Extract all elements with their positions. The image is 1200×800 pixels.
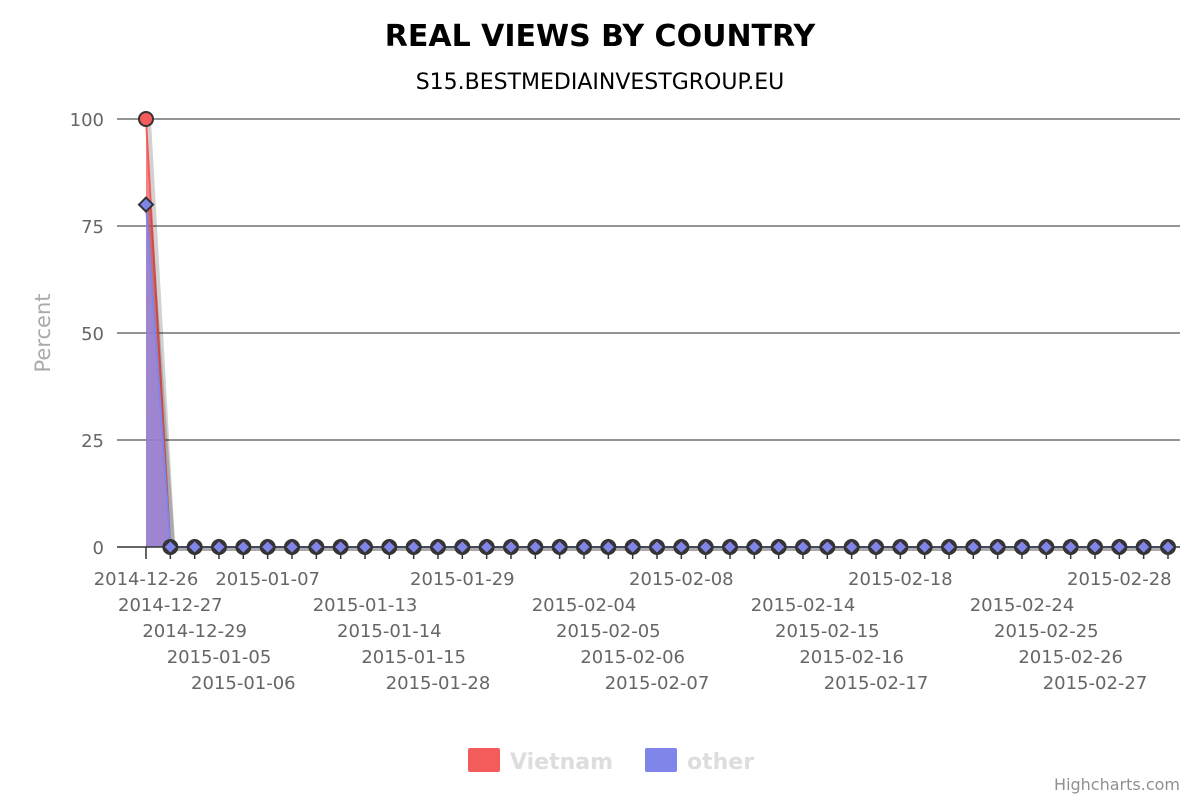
point-other[interactable] — [380, 538, 398, 556]
x-tick-label: 2015-02-17 — [824, 673, 929, 694]
x-tick-label: 2015-02-15 — [775, 621, 880, 642]
point-other[interactable] — [1062, 538, 1080, 556]
x-tick-label: 2015-02-06 — [580, 647, 685, 668]
point-other[interactable] — [989, 538, 1007, 556]
y-tick-label: 25 — [81, 431, 104, 452]
point-other[interactable] — [137, 196, 155, 214]
y-tick-label: 50 — [81, 324, 104, 345]
point-other[interactable] — [429, 538, 447, 556]
point-other[interactable] — [332, 538, 350, 556]
point-other[interactable] — [916, 538, 934, 556]
point-vietnam[interactable] — [138, 111, 154, 127]
x-tick-label: 2015-02-26 — [1018, 647, 1123, 668]
point-other[interactable] — [1135, 538, 1153, 556]
chart-title: REAL VIEWS BY COUNTRY — [385, 19, 817, 54]
point-markers — [137, 111, 1177, 556]
point-other[interactable] — [526, 538, 544, 556]
point-other[interactable] — [648, 538, 666, 556]
point-other[interactable] — [697, 538, 715, 556]
x-tick-label: 2015-01-13 — [313, 595, 418, 616]
point-other[interactable] — [283, 538, 301, 556]
point-other[interactable] — [794, 538, 812, 556]
legend-label-other: other — [687, 750, 754, 775]
x-tick-label: 2015-02-24 — [970, 595, 1075, 616]
x-tick-label: 2014-12-26 — [94, 569, 199, 590]
point-other[interactable] — [672, 538, 690, 556]
point-other[interactable] — [843, 538, 861, 556]
legend-item-other[interactable]: other — [645, 748, 754, 775]
point-other[interactable] — [1086, 538, 1104, 556]
point-other[interactable] — [1037, 538, 1055, 556]
x-tick-label: 2015-01-14 — [337, 621, 442, 642]
point-other[interactable] — [891, 538, 909, 556]
point-other[interactable] — [940, 538, 958, 556]
x-tick-label: 2015-01-28 — [386, 673, 491, 694]
x-tick-label: 2015-02-05 — [556, 621, 661, 642]
x-tick-label: 2015-02-25 — [994, 621, 1099, 642]
area-other — [146, 204, 1168, 547]
y-tick-label: 0 — [93, 538, 104, 559]
point-other[interactable] — [721, 538, 739, 556]
line-shadow-vietnam — [147, 120, 1171, 551]
x-tick-label: 2015-01-15 — [361, 647, 466, 668]
grid-lines — [117, 118, 1180, 441]
x-tick-label: 2015-02-27 — [1043, 673, 1148, 694]
x-tick-label: 2015-02-16 — [799, 647, 904, 668]
point-other[interactable] — [867, 538, 885, 556]
point-other[interactable] — [405, 538, 423, 556]
point-other[interactable] — [964, 538, 982, 556]
x-tick-label: 2015-02-28 — [1067, 569, 1172, 590]
point-other[interactable] — [478, 538, 496, 556]
point-other[interactable] — [502, 538, 520, 556]
x-tick-label: 2015-02-08 — [629, 569, 734, 590]
point-other[interactable] — [1110, 538, 1128, 556]
line-other — [145, 204, 1168, 548]
point-other[interactable] — [599, 538, 617, 556]
y-tick-label: 100 — [70, 110, 104, 131]
x-tick-label: 2015-02-14 — [751, 595, 856, 616]
point-other[interactable] — [624, 538, 642, 556]
series-layer — [145, 118, 1171, 551]
x-tick-label: 2014-12-29 — [142, 621, 247, 642]
x-tick-label: 2014-12-27 — [118, 595, 223, 616]
point-other[interactable] — [307, 538, 325, 556]
point-other[interactable] — [161, 538, 179, 556]
x-tick-label: 2015-02-07 — [605, 673, 710, 694]
y-axis-tick-labels: 0 25 50 75 100 — [70, 110, 104, 559]
point-other[interactable] — [356, 538, 374, 556]
legend-swatch-other — [645, 748, 677, 772]
point-other[interactable] — [259, 538, 277, 556]
point-other[interactable] — [186, 538, 204, 556]
point-other[interactable] — [770, 538, 788, 556]
x-tick-label: 2015-01-07 — [215, 569, 320, 590]
point-other[interactable] — [453, 538, 471, 556]
legend: Vietnam other — [468, 748, 754, 775]
point-other[interactable] — [1159, 538, 1177, 556]
point-other[interactable] — [745, 538, 763, 556]
legend-label-vietnam: Vietnam — [510, 750, 613, 775]
point-other[interactable] — [575, 538, 593, 556]
line-shadow-other — [147, 206, 1171, 551]
x-axis-tick-labels: 2014-12-26 2014-12-27 2014-12-29 2015-01-05… — [94, 569, 1172, 694]
x-tick-label: 2015-01-29 — [410, 569, 515, 590]
chart-subtitle: S15.BESTMEDIAINVESTGROUP.EU — [416, 70, 785, 95]
point-other[interactable] — [1013, 538, 1031, 556]
legend-item-vietnam[interactable]: Vietnam — [468, 748, 613, 775]
y-tick-label: 75 — [81, 217, 104, 238]
point-other[interactable] — [818, 538, 836, 556]
point-other[interactable] — [551, 538, 569, 556]
x-tick-label: 2015-01-05 — [167, 647, 272, 668]
x-tick-label: 2015-01-06 — [191, 673, 296, 694]
legend-swatch-vietnam — [468, 748, 500, 772]
x-tick-label: 2015-02-18 — [848, 569, 953, 590]
x-tick-label: 2015-02-04 — [532, 595, 637, 616]
y-axis-title: Percent — [31, 293, 55, 372]
point-other[interactable] — [234, 538, 252, 556]
credits-link[interactable]: Highcharts.com — [1054, 775, 1180, 794]
point-other[interactable] — [210, 538, 228, 556]
